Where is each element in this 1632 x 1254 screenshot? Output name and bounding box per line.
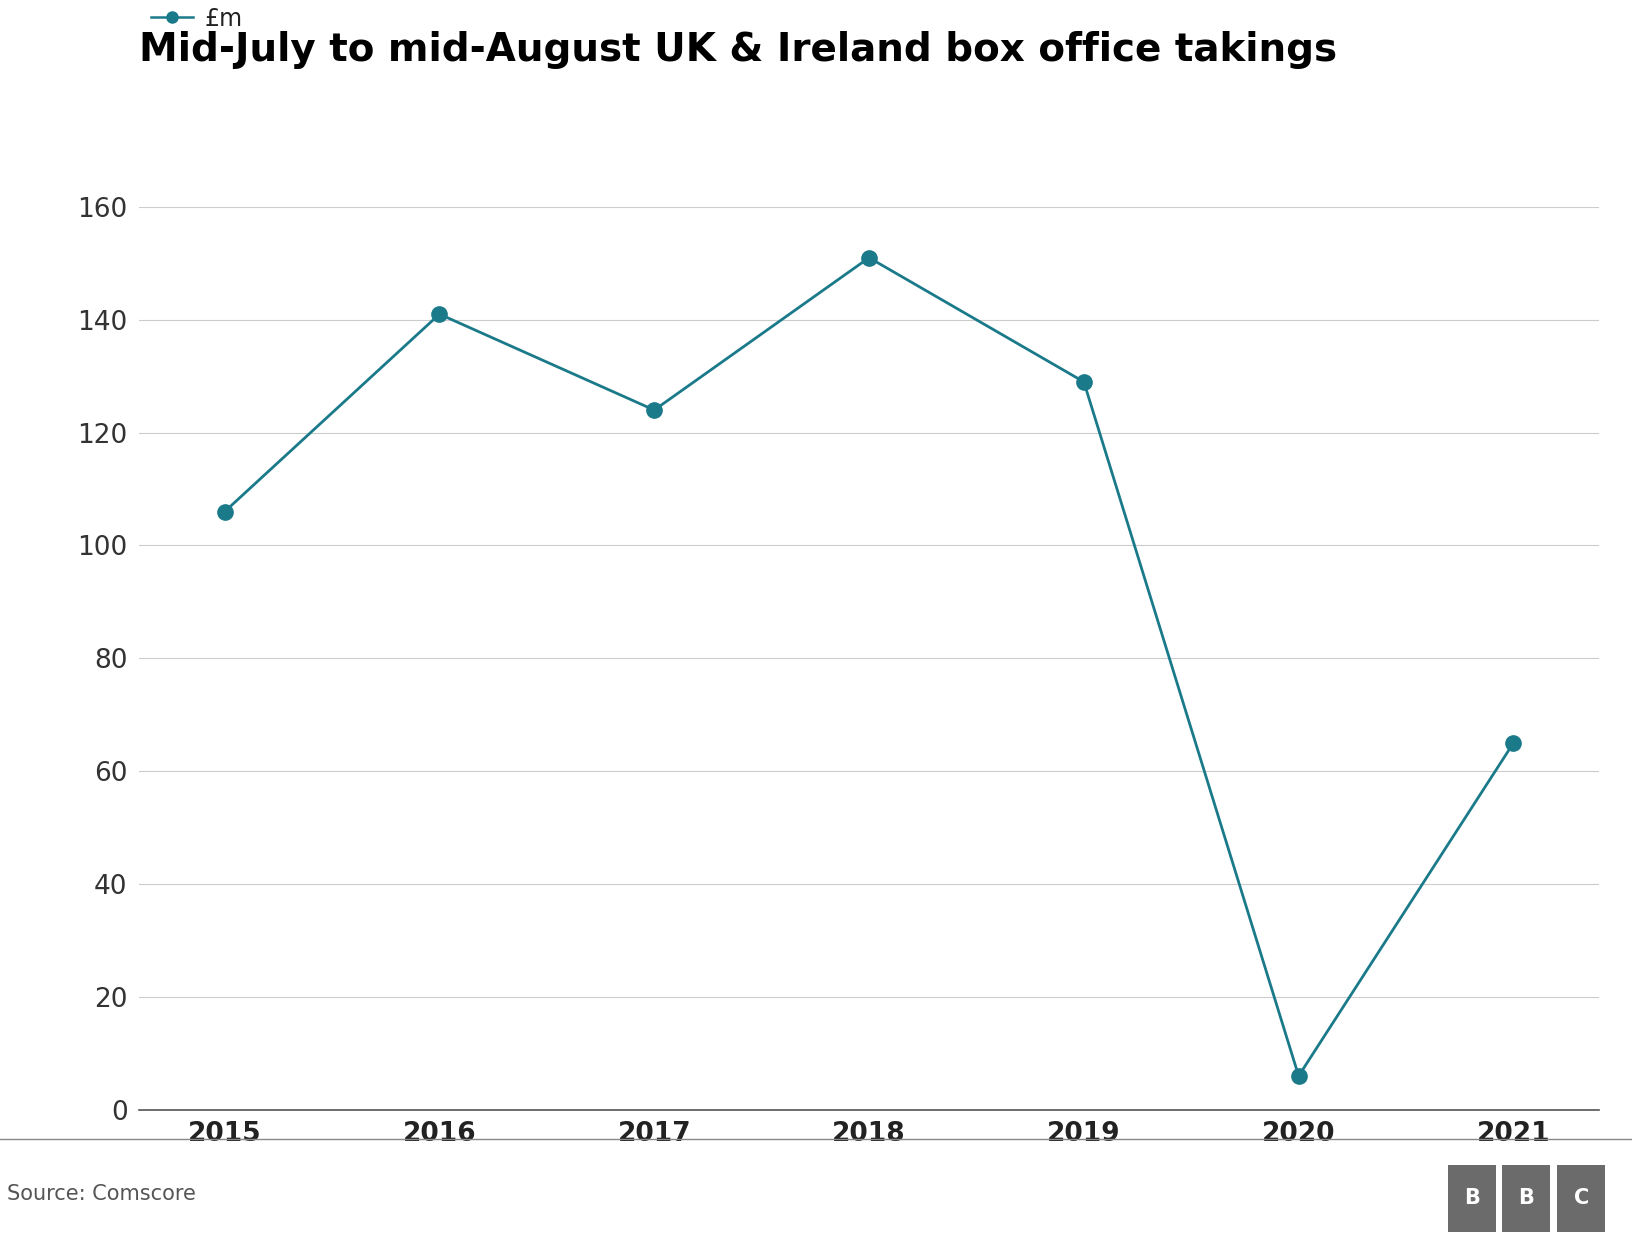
Text: Mid-July to mid-August UK & Ireland box office takings: Mid-July to mid-August UK & Ireland box …	[139, 31, 1337, 69]
Text: B: B	[1464, 1189, 1480, 1208]
Bar	[1448, 1165, 1495, 1231]
Text: Source: Comscore: Source: Comscore	[7, 1184, 196, 1204]
Legend: £m: £m	[150, 6, 243, 30]
Bar	[1557, 1165, 1606, 1231]
Bar	[1503, 1165, 1550, 1231]
Text: C: C	[1573, 1189, 1590, 1208]
Text: B: B	[1518, 1189, 1534, 1208]
